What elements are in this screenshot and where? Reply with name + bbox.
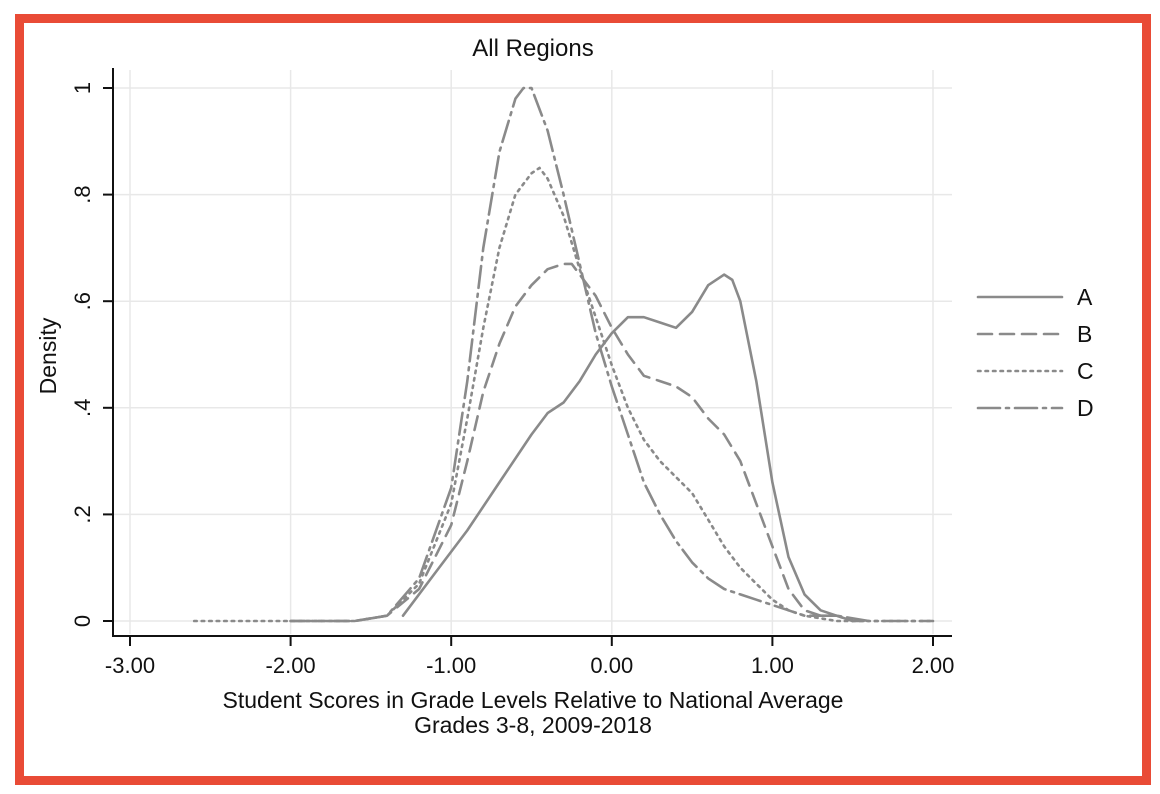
legend-label-a: A	[1077, 284, 1093, 310]
series-line-b	[289, 262, 871, 623]
y-tick-label: 0	[70, 615, 95, 627]
y-axis-ticks: 0 .2 .4 .6 .8 1	[70, 82, 113, 627]
legend-label-d: D	[1077, 395, 1094, 421]
series-line-d	[289, 86, 935, 623]
series-lines	[192, 86, 935, 623]
x-tick-label: -1.00	[426, 653, 476, 678]
y-tick-label: .8	[70, 185, 95, 203]
x-tick-label: 2.00	[912, 653, 955, 678]
x-tick-label: 1.00	[751, 653, 794, 678]
y-tick-label: 1	[70, 82, 95, 94]
x-axis-ticks: -3.00 -2.00 -1.00 0.00 1.00 2.00	[105, 636, 954, 678]
y-tick-label: .2	[70, 505, 95, 523]
series-line-c	[192, 166, 935, 623]
chart-title: All Regions	[472, 35, 593, 62]
x-axis-sublabel: Grades 3-8, 2009-2018	[414, 712, 652, 738]
x-tick-label: 0.00	[590, 653, 633, 678]
x-tick-label: -2.00	[266, 653, 316, 678]
y-tick-label: .4	[70, 399, 95, 417]
y-tick-label: .6	[70, 292, 95, 310]
series-line-a	[401, 273, 855, 623]
x-tick-label: -3.00	[105, 653, 155, 678]
legend-label-c: C	[1077, 358, 1094, 384]
gridlines	[113, 70, 952, 634]
legend-label-b: B	[1077, 321, 1092, 347]
x-axis-label: Student Scores in Grade Levels Relative …	[223, 687, 844, 713]
chart-frame	[15, 14, 1151, 785]
y-axis-label: Density	[35, 317, 61, 394]
axes	[112, 68, 952, 637]
